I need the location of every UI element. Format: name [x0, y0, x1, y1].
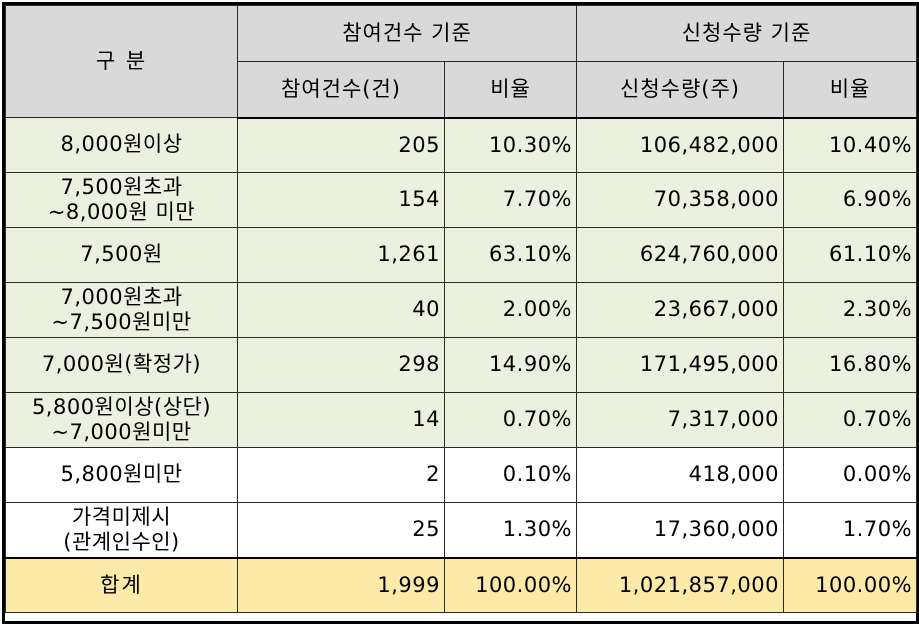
- row-label: 7,500원: [5, 227, 238, 283]
- total-quantity: 1,021,857,000: [576, 556, 785, 613]
- row-label: 가격미제시 (관계인수인): [5, 502, 238, 558]
- header-row-groups: 구 분 참여건수 기준 신청수량 기준: [5, 5, 918, 118]
- row-label: 7,000원초과 ~7,500원미만: [5, 282, 238, 338]
- header-quantity-ratio: 비율: [783, 61, 918, 119]
- row-count-ratio: 10.30%: [443, 117, 578, 173]
- row-quantity-ratio: 6.90%: [783, 172, 918, 228]
- table-row: 5,800원미만 2 0.10% 418,000 0.00%: [5, 447, 918, 503]
- row-count: 2: [237, 447, 445, 503]
- row-count: 14: [237, 392, 445, 448]
- table-row: 7,500원 1,261 63.10% 624,760,000 61.10%: [5, 227, 918, 283]
- row-count-ratio: 2.00%: [443, 282, 578, 338]
- row-count: 154: [237, 172, 445, 228]
- header-group-quantity: 신청수량 기준: [576, 5, 918, 62]
- row-count-ratio: 14.90%: [443, 337, 578, 393]
- row-count: 298: [237, 337, 445, 393]
- row-count-ratio: 63.10%: [443, 227, 578, 283]
- total-row: 합계 1,999 100.00% 1,021,857,000 100.00%: [5, 556, 918, 613]
- row-quantity-ratio: 10.40%: [783, 117, 918, 173]
- table-row: 8,000원이상 205 10.30% 106,482,000 10.40%: [5, 117, 918, 173]
- header-category: 구 분: [5, 5, 238, 118]
- row-quantity-ratio: 16.80%: [783, 337, 918, 393]
- row-quantity-ratio: 2.30%: [783, 282, 918, 338]
- row-quantity-ratio: 0.70%: [783, 392, 918, 448]
- row-count: 40: [237, 282, 445, 338]
- total-quantity-ratio: 100.00%: [783, 556, 918, 613]
- table-row: 7,000원초과 ~7,500원미만 40 2.00% 23,667,000 2.…: [5, 282, 918, 338]
- row-count-ratio: 0.70%: [443, 392, 578, 448]
- row-count: 25: [237, 502, 445, 558]
- row-quantity: 23,667,000: [576, 282, 785, 338]
- row-label: 8,000원이상: [5, 117, 238, 173]
- table-row: 5,800원이상(상단) ~7,000원미만 14 0.70% 7,317,000…: [5, 392, 918, 448]
- table-row: 7,000원(확정가) 298 14.90% 171,495,000 16.80…: [5, 337, 918, 393]
- row-count-ratio: 0.10%: [443, 447, 578, 503]
- total-count-ratio: 100.00%: [443, 556, 578, 613]
- total-count: 1,999: [237, 556, 445, 613]
- row-count: 205: [237, 117, 445, 173]
- row-quantity-ratio: 1.70%: [783, 502, 918, 558]
- row-quantity: 106,482,000: [576, 117, 785, 173]
- table-row: 7,500원초과 ~8,000원 미만 154 7.70% 70,358,000 …: [5, 172, 918, 228]
- row-count-ratio: 7.70%: [443, 172, 578, 228]
- row-quantity: 70,358,000: [576, 172, 785, 228]
- demand-forecast-table: 구 분 참여건수 기준 신청수량 기준 참여건수(건) 비율 신청수량(주) 비…: [5, 5, 918, 613]
- row-label: 7,500원초과 ~8,000원 미만: [5, 172, 238, 228]
- row-label: 5,800원이상(상단) ~7,000원미만: [5, 392, 238, 448]
- header-group-participants: 참여건수 기준: [236, 5, 578, 62]
- row-quantity: 171,495,000: [576, 337, 785, 393]
- row-label: 7,000원(확정가): [5, 337, 238, 393]
- table-row: 가격미제시 (관계인수인) 25 1.30% 17,360,000 1.70%: [5, 502, 918, 558]
- row-quantity: 418,000: [576, 447, 785, 503]
- header-row-columns: 참여건수(건) 비율 신청수량(주) 비율: [6, 61, 918, 119]
- header-participants-count: 참여건수(건): [237, 61, 445, 119]
- row-quantity-ratio: 61.10%: [783, 227, 918, 283]
- row-quantity: 624,760,000: [576, 227, 785, 283]
- row-quantity: 17,360,000: [576, 502, 785, 558]
- row-count-ratio: 1.30%: [443, 502, 578, 558]
- total-label: 합계: [5, 556, 238, 613]
- row-quantity: 7,317,000: [576, 392, 785, 448]
- row-count: 1,261: [237, 227, 445, 283]
- header-participants-ratio: 비율: [443, 61, 578, 119]
- row-quantity-ratio: 0.00%: [783, 447, 918, 503]
- header-quantity: 신청수량(주): [576, 61, 785, 119]
- row-label: 5,800원미만: [5, 447, 238, 503]
